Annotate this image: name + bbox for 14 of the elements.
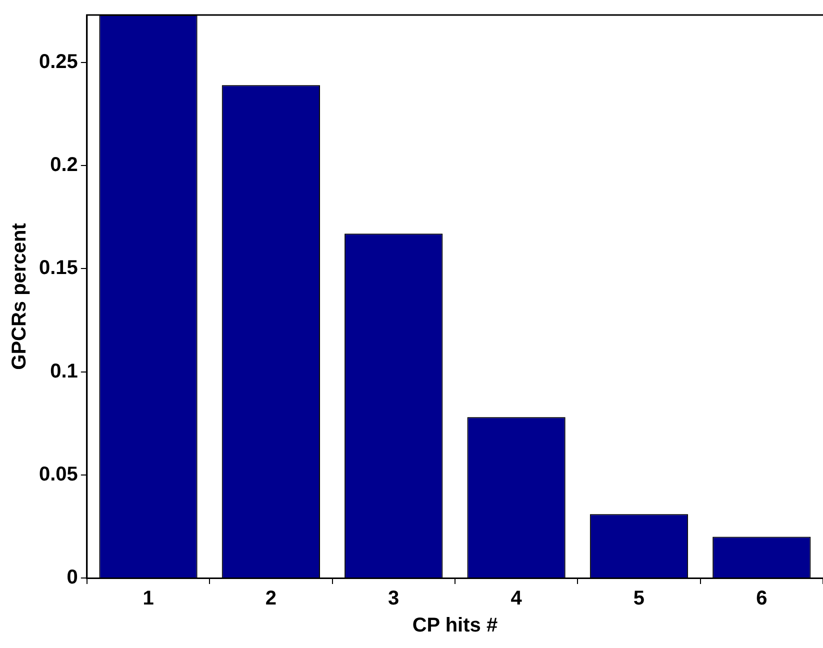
x-tick-label: 6: [756, 588, 768, 610]
y-tick-label: 0.15: [38, 257, 78, 280]
y-tick-label: 0.1: [50, 360, 78, 382]
y-tick-label: 0.05: [38, 463, 78, 486]
y-axis-title: GPCRs percent: [8, 222, 31, 370]
x-tick-label: 4: [510, 588, 523, 610]
x-tick-label: 1: [142, 588, 154, 610]
x-axis-title: CP hits #: [412, 614, 498, 637]
y-tick-label: 0: [66, 566, 78, 589]
x-tick-label: 3: [388, 588, 400, 610]
x-tick-label: 5: [633, 588, 645, 610]
y-tick-label: 0.25: [38, 50, 78, 73]
y-tick-label: 0.2: [50, 154, 78, 176]
x-tick-label: 2: [265, 588, 277, 610]
